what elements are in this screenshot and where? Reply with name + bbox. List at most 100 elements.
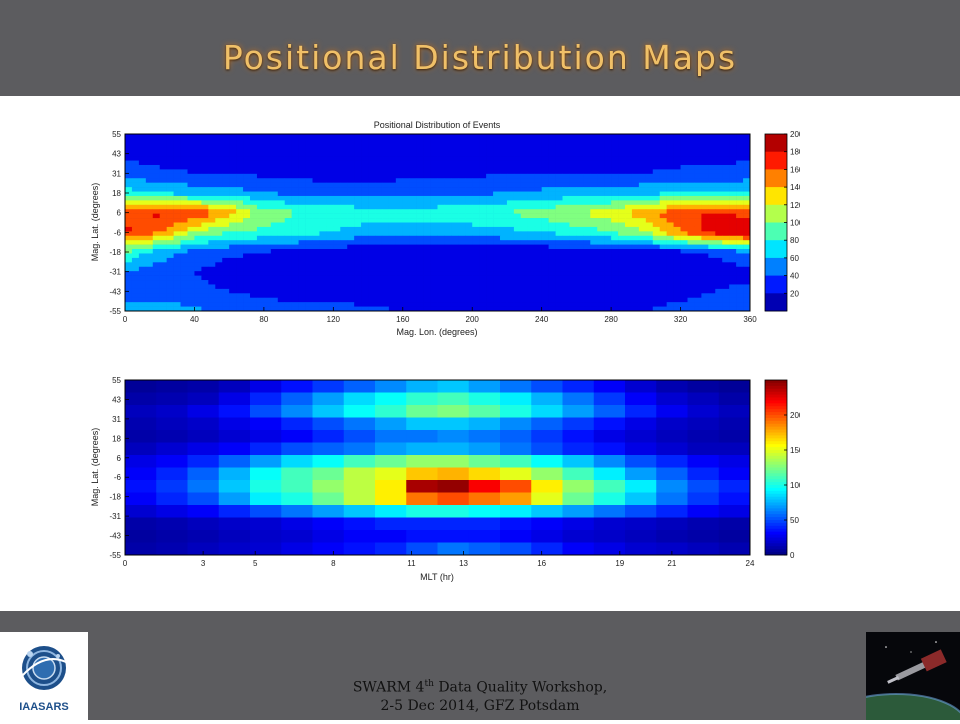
contour-cell — [520, 138, 529, 144]
contour-cell — [222, 235, 230, 241]
colorbar-tick-label: 180 — [790, 148, 800, 157]
contour-cell — [652, 178, 661, 183]
contour-cell — [250, 284, 258, 290]
contour-cell — [597, 297, 605, 303]
contour-cell — [631, 187, 640, 192]
contour-cell — [715, 293, 723, 299]
contour-cell — [631, 200, 640, 206]
heatmap-cell — [156, 430, 188, 443]
contour-cell — [708, 134, 716, 139]
contour-cell — [659, 262, 667, 268]
x-tick-label: 11 — [407, 559, 416, 568]
heatmap-cell — [593, 405, 626, 418]
contour-cell — [180, 253, 188, 259]
heatmap-cell — [375, 430, 407, 443]
contour-cell — [375, 226, 383, 232]
contour-cell — [479, 218, 487, 223]
contour-cell — [659, 173, 667, 179]
contour-cell — [298, 187, 306, 192]
contour-cell — [743, 244, 751, 250]
contour-cell — [479, 231, 487, 237]
contour-cell — [701, 138, 709, 144]
colorbar-segment — [765, 380, 787, 384]
contour-cell — [236, 226, 244, 232]
contour-cell — [652, 151, 661, 157]
contour-cell — [312, 297, 320, 303]
contour-cell — [125, 164, 133, 170]
contour-cell — [736, 187, 744, 192]
heatmap-cell — [343, 455, 376, 468]
contour-cell — [152, 257, 161, 263]
contour-cell — [173, 213, 181, 219]
contour-cell — [243, 293, 251, 299]
contour-cell — [243, 164, 251, 170]
contour-cell — [701, 200, 709, 206]
contour-cell — [687, 134, 695, 139]
heatmap-cell — [250, 505, 282, 518]
contour-cell — [236, 187, 244, 192]
contour-cell — [465, 262, 473, 268]
contour-cell — [416, 195, 424, 201]
contour-cell — [708, 262, 716, 268]
contour-cell — [145, 249, 154, 254]
contour-cell — [395, 178, 404, 183]
contour-cell — [222, 284, 230, 290]
contour-cell — [493, 222, 501, 228]
heatmap-cell — [406, 467, 438, 481]
contour-cell — [125, 235, 133, 241]
contour-cell — [138, 222, 147, 228]
contour-cell — [361, 302, 369, 307]
contour-cell — [277, 147, 286, 152]
contour-cell — [180, 257, 188, 263]
contour-cell — [451, 253, 459, 259]
contour-cell — [444, 138, 452, 144]
contour-cell — [291, 191, 299, 197]
contour-cell — [305, 262, 313, 268]
contour-cell — [277, 226, 286, 232]
heatmap-cell — [468, 442, 501, 456]
contour-cell — [277, 134, 286, 139]
contour-cell — [513, 213, 522, 219]
contour-cell — [312, 249, 320, 254]
contour-cell — [402, 182, 411, 188]
heatmap-cell — [125, 405, 157, 418]
contour-cell — [618, 275, 626, 281]
contour-cell — [152, 275, 161, 281]
contour-cell — [208, 164, 216, 170]
contour-cell — [465, 218, 473, 223]
contour-cell — [312, 142, 320, 148]
contour-cell — [277, 284, 286, 290]
contour-cell — [236, 284, 244, 290]
contour-map-chart: Positional Distribution of Events 554331… — [90, 120, 800, 337]
y-tick-label: 6 — [117, 454, 122, 463]
contour-cell — [493, 257, 501, 263]
contour-cell — [701, 164, 709, 170]
contour-cell — [458, 288, 466, 294]
contour-cell — [437, 142, 445, 148]
contour-cell — [631, 293, 640, 299]
contour-cell — [506, 249, 515, 254]
contour-cell — [576, 275, 584, 281]
heatmap-cell — [656, 542, 688, 556]
heatmap-cell — [343, 542, 376, 556]
contour-cell — [409, 178, 417, 183]
contour-cell — [687, 266, 695, 272]
contour-cell — [451, 275, 459, 281]
contour-cell — [666, 297, 674, 303]
contour-cell — [569, 288, 577, 294]
contour-cell — [729, 182, 737, 188]
contour-cell — [243, 218, 251, 223]
contour-cell — [250, 187, 258, 192]
contour-cell — [520, 182, 529, 188]
contour-cell — [423, 226, 431, 232]
heatmap-cell — [218, 380, 251, 393]
contour-cell — [736, 297, 744, 303]
colorbar-segment — [765, 473, 787, 477]
heatmap-cell — [250, 405, 282, 418]
contour-cell — [250, 160, 258, 166]
contour-cell — [444, 164, 452, 170]
contour-cell — [694, 249, 702, 254]
contour-cell — [694, 204, 702, 210]
contour-cell — [437, 266, 445, 272]
